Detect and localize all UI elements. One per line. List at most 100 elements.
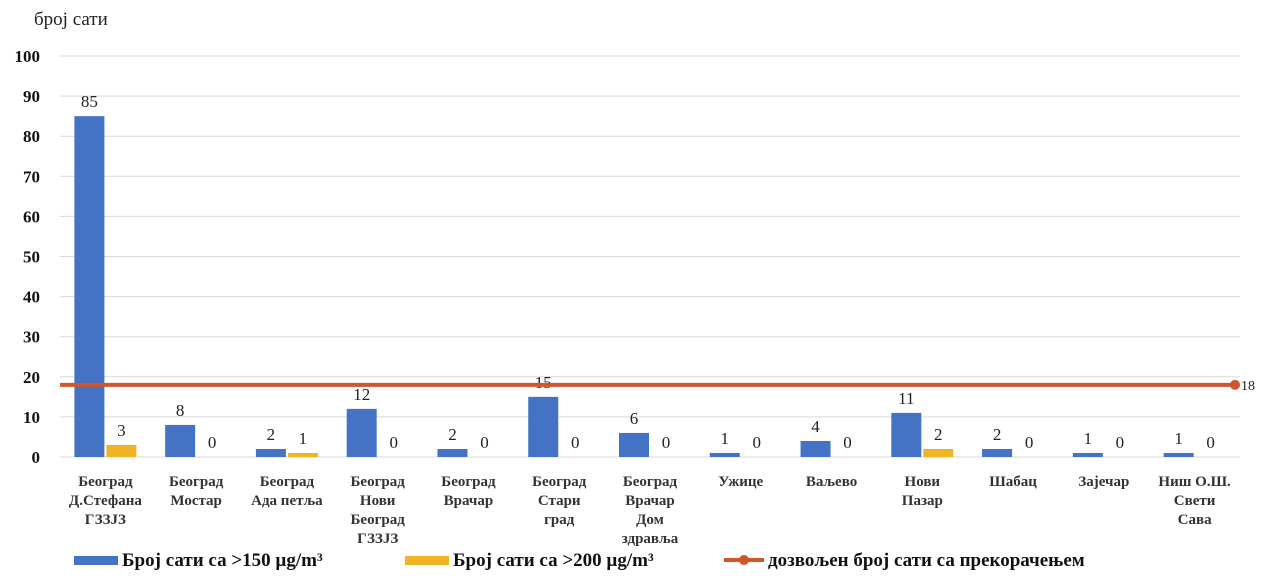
x-tick-label: Ужице — [718, 474, 763, 490]
x-tick-line: Ада петља — [251, 493, 323, 509]
x-tick-line: Сава — [1178, 512, 1212, 528]
y-axis-title: број сати — [34, 9, 108, 30]
bar-blue — [346, 408, 377, 457]
bar-blue — [800, 440, 831, 457]
legend-label: Број сати са >150 µg/m³ — [122, 550, 323, 571]
x-tick-line: здравља — [622, 531, 679, 547]
x-tick-label: Београд Ада петља — [251, 474, 323, 509]
y-tick-label: 20 — [23, 368, 40, 387]
bar-blue — [891, 412, 922, 457]
data-label: 12 — [353, 385, 370, 404]
x-tick-line: Нови — [360, 493, 396, 509]
legend-swatch — [405, 556, 449, 565]
data-label: 1 — [1174, 429, 1183, 448]
reference-line-label: 18 — [1241, 379, 1255, 394]
x-tick-line: Зајечар — [1078, 474, 1129, 490]
x-tick-line: Врачар — [625, 493, 675, 509]
x-tick-line: Београд — [532, 474, 587, 490]
x-tick-line: Стари — [538, 493, 581, 509]
x-tick-label: Нови Пазар — [902, 474, 943, 509]
bar-blue — [165, 424, 196, 457]
bar-blue — [255, 448, 286, 457]
x-tick-label: Београд Нови Београд ГЗЗЈЗ — [351, 474, 406, 547]
x-tick-line: Ниш О.Ш. — [1158, 474, 1231, 490]
x-tick-label: Београд Врачар Дом здравља — [622, 474, 679, 547]
legend-label: Број сати са >200 µg/m³ — [453, 550, 654, 571]
x-tick-label: Београд Мостар — [169, 474, 224, 509]
legend: Број сати са >150 µg/m³ Број сати са >200… — [74, 550, 1085, 571]
data-label: 2 — [934, 425, 943, 444]
y-tick-label: 0 — [32, 448, 41, 467]
reference-line-marker — [1230, 379, 1240, 390]
x-tick-line: Београд — [441, 474, 496, 490]
x-tick-line: Дом — [636, 512, 664, 528]
data-label: 1 — [299, 429, 308, 448]
x-tick-label: Београд Стари град — [532, 474, 587, 528]
y-tick-label: 30 — [23, 328, 40, 347]
data-label: 0 — [571, 433, 580, 452]
x-tick-label: Шабац — [989, 474, 1037, 490]
y-tick-label: 60 — [23, 207, 40, 226]
bar-orange — [923, 448, 954, 457]
x-tick-line: Шабац — [989, 474, 1037, 490]
bar-blue — [1072, 452, 1103, 457]
y-tick-label: 80 — [23, 127, 40, 146]
y-tick-label: 70 — [23, 167, 40, 186]
bar-blue — [437, 448, 468, 457]
reference-line: 18 — [60, 379, 1255, 394]
y-tick-label: 90 — [23, 87, 40, 106]
data-label: 0 — [1206, 433, 1215, 452]
bar-blue — [709, 452, 740, 457]
x-tick-line: Свети — [1174, 493, 1216, 509]
x-tick-line: Нови — [905, 474, 941, 490]
x-tick-line: Ваљево — [806, 474, 857, 490]
bar-orange — [287, 452, 318, 457]
x-tick-line: Врачар — [444, 493, 494, 509]
data-label: 0 — [843, 433, 852, 452]
x-tick-line: Ужице — [718, 474, 763, 490]
bar-blue — [528, 396, 559, 457]
data-label: 0 — [480, 433, 489, 452]
data-label: 0 — [1116, 433, 1125, 452]
y-tick-label: 100 — [15, 47, 41, 66]
bar-blue — [74, 116, 105, 458]
data-label: 85 — [81, 92, 98, 111]
x-tick-line: ГЗЗЈЗ — [85, 512, 126, 528]
x-tick-label: Ваљево — [806, 474, 857, 490]
x-tick-label: Београд Врачар — [441, 474, 496, 509]
data-label: 0 — [1025, 433, 1034, 452]
data-label: 6 — [630, 409, 639, 428]
x-tick-line: Пазар — [902, 493, 943, 509]
y-tick-label: 10 — [23, 408, 40, 427]
data-label: 4 — [811, 417, 820, 436]
x-tick-label: Зајечар — [1078, 474, 1129, 490]
data-label: 0 — [753, 433, 762, 452]
data-label: 1 — [721, 429, 730, 448]
x-tick-line: Београд — [351, 512, 406, 528]
data-label: 1 — [1084, 429, 1093, 448]
data-label: 0 — [662, 433, 671, 452]
x-tick-line: Д.Стефана — [69, 493, 142, 509]
bar-blue — [1163, 452, 1194, 457]
x-tick-line: Мостар — [170, 493, 222, 509]
data-label: 2 — [993, 425, 1002, 444]
data-label: 8 — [176, 401, 185, 420]
legend-label: дозвољен број сати са прекорачењем — [768, 550, 1085, 571]
y-tick-label: 50 — [23, 248, 40, 267]
y-axis-ticks: 0 10 20 30 40 50 60 70 80 90 100 — [15, 47, 41, 467]
legend-swatch — [74, 556, 118, 565]
data-label: 2 — [267, 425, 276, 444]
data-label: 15 — [535, 373, 552, 392]
x-tick-line: Београд — [169, 474, 224, 490]
x-tick-line: Београд — [78, 474, 133, 490]
x-tick-label: Београд Д.Стефана ГЗЗЈЗ — [69, 474, 142, 528]
x-tick-line: ГЗЗЈЗ — [357, 531, 398, 547]
data-label: 0 — [208, 433, 217, 452]
bars — [74, 116, 1194, 458]
bar-blue — [619, 432, 649, 457]
x-tick-line: Београд — [623, 474, 678, 490]
y-tick-label: 40 — [23, 288, 40, 307]
